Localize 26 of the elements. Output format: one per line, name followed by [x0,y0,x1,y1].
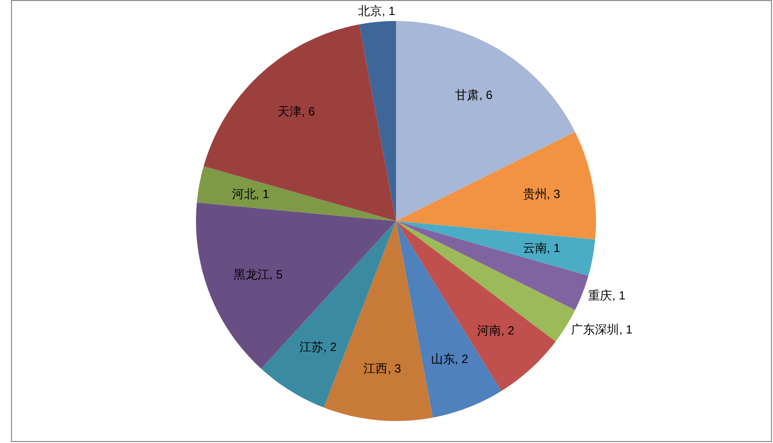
data-label: , 5 [269,268,283,282]
data-label: , 2 [323,340,337,354]
data-label: , 2 [454,352,468,366]
category-label: 云南 [522,241,547,256]
category-label: 广东深圳 [571,322,620,336]
category-label: 北京 [358,4,382,18]
data-label: , 3 [546,186,560,201]
category-label: 天津 [278,104,302,119]
category-label: 江西 [364,361,388,376]
category-label: 重庆 [588,288,612,302]
category-label: 黑龙江 [233,268,270,282]
data-label: , 1 [382,4,396,18]
category-label: 河南 [477,323,501,338]
category-label: 甘肃 [455,88,480,102]
category-label: 贵州 [522,186,547,201]
data-label: , 6 [479,88,493,102]
data-label: , 3 [388,361,402,376]
category-label: 山东 [430,352,455,366]
category-label: 河北 [232,186,256,201]
data-label: , 1 [546,241,560,256]
data-label: , 1 [612,288,626,302]
data-label: , 1 [256,186,270,201]
data-label: , 2 [501,323,514,338]
data-label: , 6 [302,104,315,119]
category-label: 江苏 [299,340,324,354]
data-label: , 1 [619,322,632,336]
